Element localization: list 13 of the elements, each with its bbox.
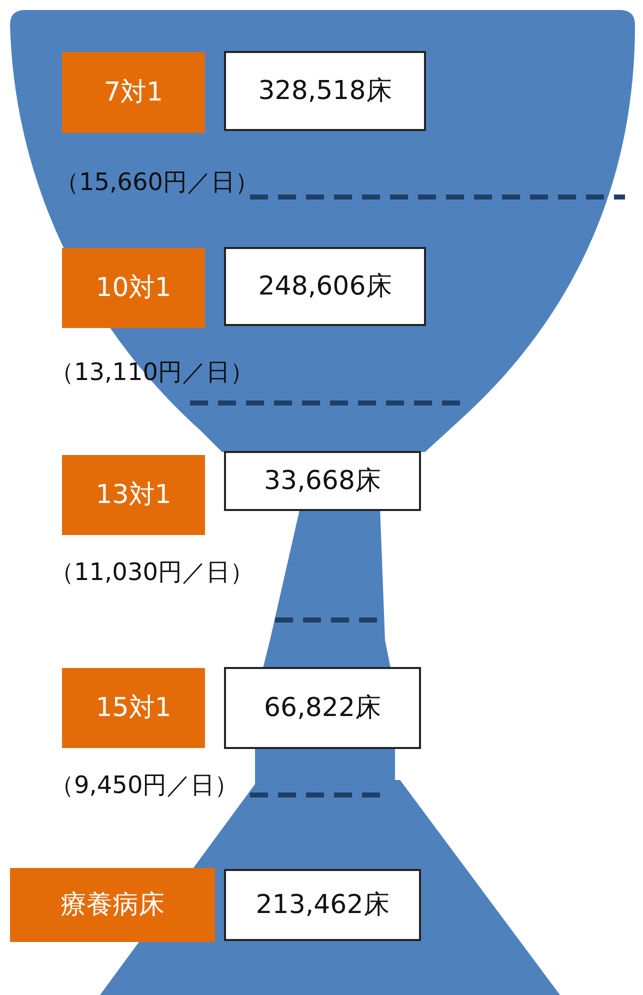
text: （11,030円／日） — [50, 558, 254, 586]
data-label: 33,668床 — [264, 466, 381, 496]
text: （9,450円／日） — [50, 771, 239, 799]
category-label: 7対1 — [104, 78, 164, 108]
data-label: 66,822床 — [264, 693, 381, 723]
text: （15,660円／日） — [55, 168, 259, 196]
category-label: 15対1 — [96, 693, 172, 723]
category-label: 13対1 — [96, 480, 172, 510]
category-label: 療養病床 — [60, 890, 164, 920]
data-label: 248,606床 — [258, 272, 392, 302]
data-label: 328,518床 — [258, 76, 392, 106]
data-label: 213,462床 — [256, 890, 390, 920]
category-label: 10対1 — [96, 273, 172, 303]
